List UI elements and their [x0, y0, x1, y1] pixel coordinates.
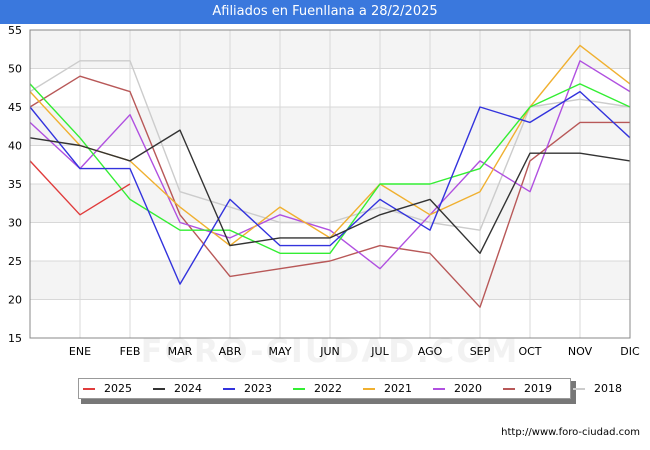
source-url: http://www.foro-ciudad.com [501, 427, 640, 438]
y-tick-label: 15 [8, 332, 22, 345]
plot-frame [29, 29, 631, 339]
series-line-2022 [29, 83, 631, 255]
legend-label: 2025 [104, 382, 132, 395]
x-tick-label: AGO [418, 345, 443, 358]
legend-label: 2020 [454, 382, 482, 395]
chart-title: Afiliados en Fuenllana a 28/2/2025 [0, 0, 650, 24]
legend-item-2020: 2020 [433, 382, 482, 395]
legend-swatch [573, 387, 585, 390]
y-tick-label: 20 [8, 294, 22, 307]
x-tick-label: NOV [568, 345, 593, 358]
legend-label: 2023 [244, 382, 272, 395]
x-tick-label: JUN [319, 345, 340, 358]
series-line-2019 [29, 75, 630, 308]
series-line-2024 [29, 129, 631, 255]
y-tick-label: 40 [8, 140, 22, 153]
legend-swatch [293, 387, 305, 390]
y-tick-label: 30 [8, 217, 22, 230]
y-tick-label: 45 [8, 101, 22, 114]
legend-label: 2022 [314, 382, 342, 395]
legend-label: 2019 [524, 382, 552, 395]
y-tick-label: 50 [8, 63, 22, 76]
legend-label: 2018 [594, 382, 622, 395]
legend-swatch [223, 387, 235, 390]
legend-swatch [83, 387, 95, 390]
legend-item-2019: 2019 [503, 382, 552, 395]
x-tick-label: JUL [370, 345, 389, 358]
legend-item-2022: 2022 [293, 382, 342, 395]
legend-swatch [153, 387, 165, 390]
x-tick-label: ABR [219, 345, 242, 358]
x-tick-label: DIC [620, 345, 640, 358]
legend-swatch [363, 387, 375, 390]
legend-swatch [433, 387, 445, 390]
x-tick-label: FEB [120, 345, 141, 358]
y-tick-labels: 15 20 25 30 35 40 45 50 55 [8, 24, 22, 345]
legend-item-2024: 2024 [153, 382, 202, 395]
legend-item-2025: 2025 [83, 382, 132, 395]
axes [29, 29, 631, 339]
x-tick-label: OCT [518, 345, 541, 358]
y-tick-label: 55 [8, 24, 22, 37]
x-tick-label: MAY [269, 345, 292, 358]
x-tick-label: ENE [69, 345, 91, 358]
y-tick-label: 25 [8, 255, 22, 268]
legend: 2025 2024 2023 2022 2021 2020 2019 2018 [78, 378, 622, 399]
x-tick-label: SEP [470, 345, 491, 358]
series-lines [29, 44, 631, 308]
legend-swatch [503, 387, 515, 390]
series-line-2023 [29, 90, 631, 285]
legend-item-2021: 2021 [363, 382, 412, 395]
x-tick-label: MAR [168, 345, 193, 358]
legend-item-2018: 2018 [573, 382, 622, 395]
x-tick-labels: ENE FEB MAR ABR MAY JUN JUL AGO SEP OCT NOV DIC [69, 345, 640, 358]
legend-item-2023: 2023 [223, 382, 272, 395]
legend-label: 2021 [384, 382, 412, 395]
legend-label: 2024 [174, 382, 202, 395]
series-line-2025 [29, 160, 131, 216]
y-tick-label: 35 [8, 178, 22, 191]
series-line-2020 [29, 60, 631, 270]
